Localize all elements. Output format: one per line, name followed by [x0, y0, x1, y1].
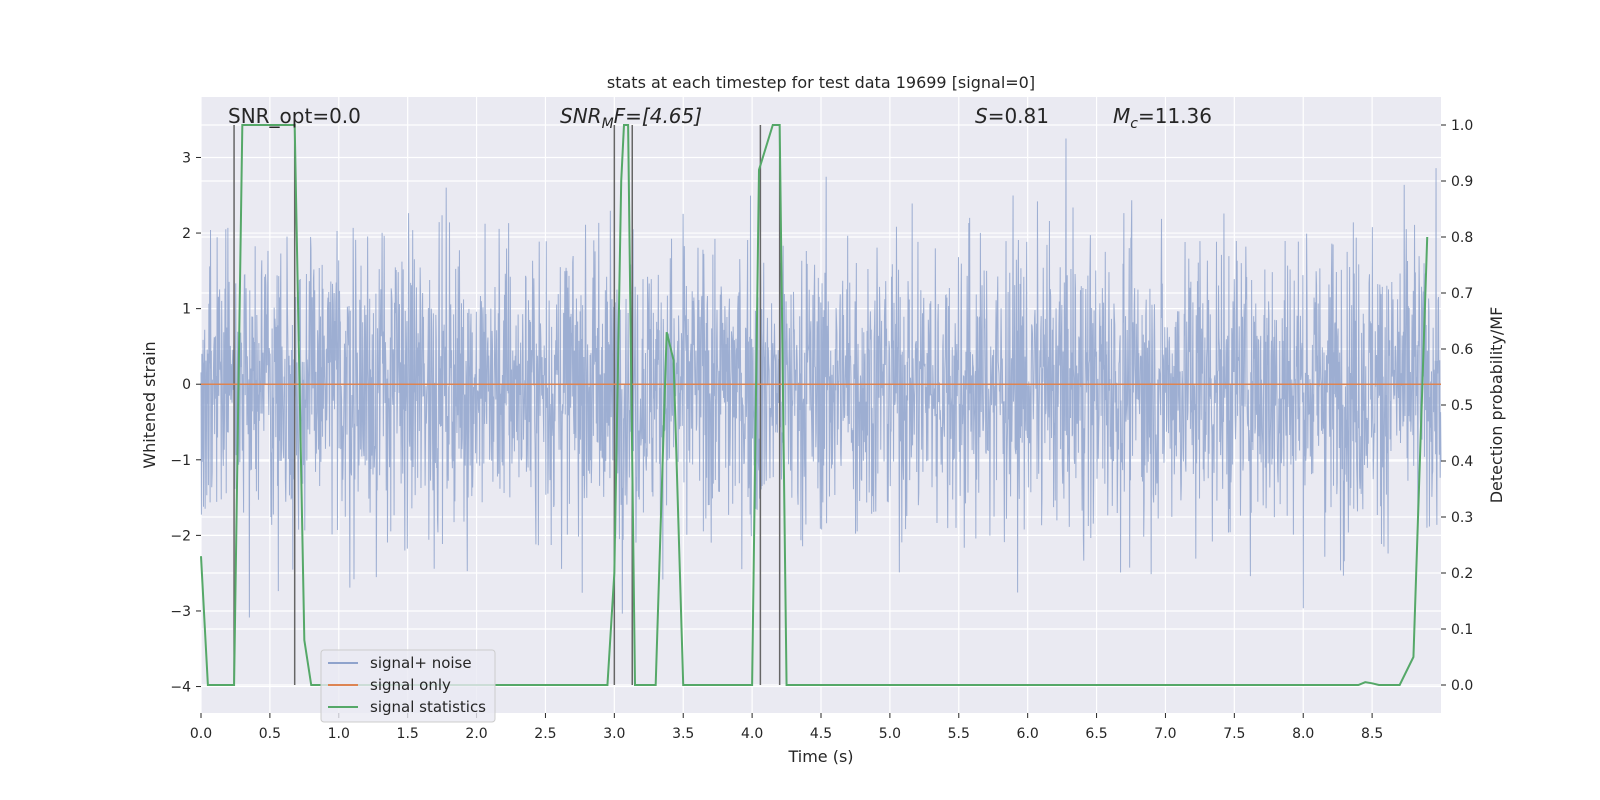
y-left-tick-label: −4	[170, 680, 191, 696]
x-tick-label: 1.0	[328, 726, 350, 742]
legend-label-signal-only: signal only	[370, 676, 451, 694]
mc-symbol: M	[1113, 104, 1130, 128]
y-right-tick-label: 1.0	[1451, 118, 1473, 134]
snr-mf-sub: M	[602, 116, 614, 132]
x-tick-label: 2.5	[534, 726, 556, 742]
legend-label-signal-statistics: signal statistics	[370, 698, 486, 716]
legend: signal+ noise signal only signal statist…	[320, 649, 496, 723]
x-tick-label: 3.5	[672, 726, 694, 742]
x-tick-label: 7.0	[1154, 726, 1176, 742]
x-tick-label: 5.0	[879, 726, 901, 742]
y-left-tick-label: 2	[182, 226, 191, 242]
snr-mf-base: SNR	[560, 104, 602, 128]
y-left-tick-label: −2	[170, 528, 191, 544]
mc-subscript: c	[1130, 116, 1138, 132]
y-right-tick-label: 0.6	[1451, 342, 1473, 358]
y-left-tick-label: 3	[182, 150, 191, 166]
x-tick-label: 6.5	[1085, 726, 1107, 742]
x-tick-label: 8.0	[1292, 726, 1314, 742]
signal-statistics-series	[200, 124, 1429, 686]
y-right-tick-label: 0.2	[1451, 566, 1473, 582]
signal-noise-line	[200, 138, 1442, 618]
s-value: =0.81	[988, 104, 1049, 128]
y-right-tick-label: 0.0	[1451, 678, 1473, 694]
snr-mf-rest-f: F=[4.65]	[614, 104, 702, 128]
y-right-tick-label: 0.3	[1451, 510, 1473, 526]
y-right-tick-label: 0.7	[1451, 286, 1473, 302]
y-right-tick-label: 0.5	[1451, 398, 1473, 414]
y-right-tick-label: 0.4	[1451, 454, 1473, 470]
legend-box	[320, 649, 496, 723]
x-tick-label: 0.0	[190, 726, 212, 742]
x-tick-label: 3.0	[603, 726, 625, 742]
chart-title: stats at each timestep for test data 196…	[607, 73, 1035, 92]
s-symbol: S	[975, 104, 988, 128]
y-axis-label-right: Detection probability/MF	[1487, 307, 1506, 504]
x-tick-label: 1.5	[397, 726, 419, 742]
annotation-mc: Mc=11.36	[1113, 104, 1212, 132]
x-tick-label: 4.5	[810, 726, 832, 742]
legend-label-signal-noise: signal+ noise	[370, 654, 472, 672]
y-right-tick-label: 0.8	[1451, 230, 1473, 246]
x-tick-label: 5.5	[948, 726, 970, 742]
x-tick-label: 4.0	[741, 726, 763, 742]
y-left-tick-label: −1	[170, 453, 191, 469]
y-right-tick-label: 0.1	[1451, 622, 1473, 638]
x-tick-label: 0.5	[259, 726, 281, 742]
signal-noise-series	[200, 138, 1442, 618]
annotation-snr-opt: SNR_opt=0.0	[228, 104, 361, 128]
y-left-tick-label: 1	[182, 302, 191, 318]
x-tick-label: 7.5	[1223, 726, 1245, 742]
y-axis-label-left: Whitened strain	[140, 341, 159, 468]
x-axis-label: Time (s)	[787, 747, 853, 766]
x-tick-label: 2.0	[465, 726, 487, 742]
x-tick-label: 6.0	[1017, 726, 1039, 742]
y-right-tick-label: 0.9	[1451, 174, 1473, 190]
mc-value: =11.36	[1138, 104, 1212, 128]
y-left-tick-label: −3	[170, 604, 191, 620]
ticks: 0.0 0.5 1.0 1.5 2.0 2.5 3.0 3.5 4.0 4.5 5.0 5.5 6.0 6…	[170, 118, 1473, 742]
x-tick-label: 8.5	[1361, 726, 1383, 742]
signal-statistics-line	[200, 124, 1429, 686]
y-left-tick-label: 0	[182, 377, 191, 393]
annotation-snr-mf: SNRMF=[4.65]	[560, 104, 702, 132]
annotation-s: S=0.81	[975, 104, 1049, 128]
